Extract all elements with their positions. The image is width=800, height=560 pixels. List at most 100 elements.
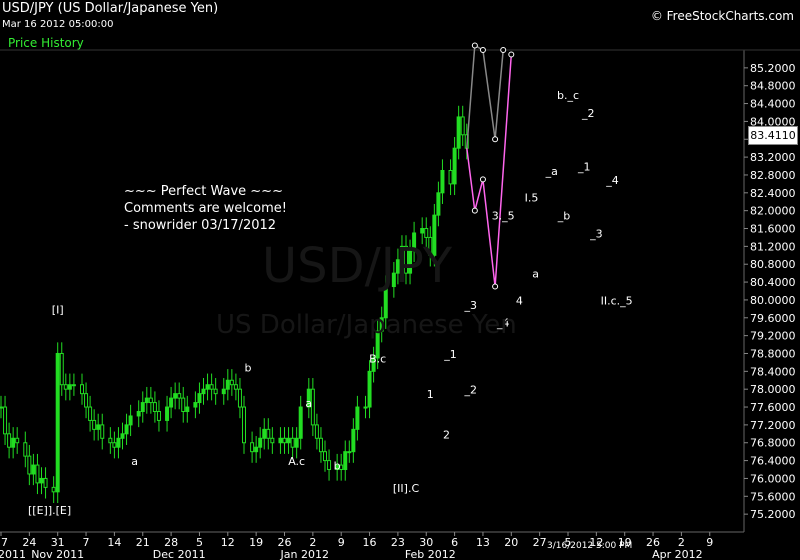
candle-body xyxy=(11,437,16,448)
alt-projection-line xyxy=(466,44,504,149)
candle-body xyxy=(88,406,93,421)
candle-body xyxy=(432,214,437,256)
candle-body xyxy=(209,384,214,390)
y-tick-label: 82.8000 xyxy=(750,169,796,182)
candle-body xyxy=(39,477,44,484)
chart-title: USD/JPY (US Dollar/Japanese Yen) xyxy=(2,1,219,16)
name-watermark: US Dollar/Japanese Yen xyxy=(216,310,517,340)
x-tick-label: 2 xyxy=(309,536,316,549)
candle-body xyxy=(205,384,210,390)
x-tick-label: 17 xyxy=(0,536,8,549)
wave-label: b._c xyxy=(557,89,579,102)
candle-body xyxy=(55,352,60,493)
y-tick-label: 82.0000 xyxy=(750,205,796,218)
candle-body xyxy=(148,397,153,404)
candle-body xyxy=(420,228,425,234)
candle-body xyxy=(185,406,190,413)
candle-body xyxy=(278,437,283,444)
candle-body xyxy=(408,250,413,274)
alt-projection-line-point xyxy=(500,47,507,53)
copyright-link[interactable]: © FreeStockCharts.com xyxy=(650,9,794,23)
y-tick-label: 84.8000 xyxy=(750,80,796,93)
candle-body xyxy=(80,384,84,395)
candle-body xyxy=(452,147,457,185)
y-tick-label: 84.4000 xyxy=(750,98,796,111)
x-month-label: Dec 2011 xyxy=(153,548,206,560)
candle-body xyxy=(136,411,141,417)
y-tick-label: 78.0000 xyxy=(750,383,796,396)
x-axis-timestamp: 3/16/2012 5:00 PM xyxy=(547,541,633,551)
candle-body xyxy=(140,402,145,412)
wave-label: _1 xyxy=(577,161,591,174)
x-tick-label: 23 xyxy=(391,536,405,549)
wave-label: _3 xyxy=(464,299,478,312)
candle-body xyxy=(108,437,113,444)
x-tick-label: 16 xyxy=(363,536,377,549)
candle-body xyxy=(23,442,28,457)
candle-body xyxy=(424,228,429,238)
x-month-label: 2011 xyxy=(0,548,26,560)
candle-body xyxy=(399,245,404,261)
candle-body xyxy=(266,428,271,439)
candle-body xyxy=(262,428,267,439)
x-month-label: Jan 2012 xyxy=(280,548,329,560)
x-tick-label: 28 xyxy=(164,536,178,549)
candle-body xyxy=(327,460,332,471)
candle-body xyxy=(242,406,246,444)
candle-body xyxy=(177,393,182,399)
candle-body xyxy=(436,192,441,216)
wave-label: B.c xyxy=(369,352,386,365)
wave-label: 3._5 xyxy=(492,210,515,223)
candle-body xyxy=(173,393,178,399)
x-tick-label: 7 xyxy=(83,536,90,549)
x-tick-label: 21 xyxy=(136,536,150,549)
note-line: ~~~ Perfect Wave ~~~ xyxy=(124,184,283,199)
wave-label: _2 xyxy=(464,384,478,397)
candle-body xyxy=(225,379,230,390)
x-tick-label: 5 xyxy=(196,536,203,549)
candle-body xyxy=(282,437,287,444)
y-tick-label: 81.2000 xyxy=(750,240,796,253)
alt-projection-line-point xyxy=(471,42,478,49)
wave-label: _4 xyxy=(496,317,510,330)
y-tick-label: 79.6000 xyxy=(750,312,796,325)
candle-body xyxy=(258,437,263,448)
candle-body xyxy=(335,464,340,471)
wave-projection-line xyxy=(466,54,513,287)
candle-body xyxy=(116,437,121,448)
candle-body xyxy=(229,379,234,386)
y-tick-label: 76.4000 xyxy=(750,455,796,468)
candle-body xyxy=(120,433,125,439)
wave-label: a xyxy=(131,455,138,468)
candle-body xyxy=(375,330,380,359)
panel-label[interactable]: Price History xyxy=(8,36,84,50)
x-tick-label: 30 xyxy=(419,536,433,549)
x-tick-label: 24 xyxy=(22,536,36,549)
x-tick-label: 26 xyxy=(278,536,292,549)
x-tick-label: 12 xyxy=(221,536,235,549)
candle-body xyxy=(298,406,303,439)
candle-body xyxy=(51,486,56,493)
candle-body xyxy=(181,397,186,413)
candle-body xyxy=(3,406,8,435)
candle-body xyxy=(383,286,388,319)
x-tick-label: 9 xyxy=(338,536,345,549)
x-month-label: Apr 2012 xyxy=(652,548,703,560)
wave-label: b xyxy=(334,460,341,473)
candle-body xyxy=(250,442,255,453)
candle-body xyxy=(31,464,36,475)
candle-body xyxy=(96,424,101,430)
candle-body xyxy=(237,388,242,408)
candle-body xyxy=(343,451,348,471)
y-tick-label: 83.2000 xyxy=(750,151,796,164)
y-tick-label: 76.8000 xyxy=(750,437,796,450)
candle-body xyxy=(165,406,170,421)
candle-body xyxy=(112,442,117,448)
candle-body xyxy=(201,388,206,395)
candle-body xyxy=(152,402,157,412)
y-tick-label: 80.0000 xyxy=(750,294,796,307)
wave-label: 2 xyxy=(443,428,450,441)
y-tick-label: 81.6000 xyxy=(750,223,796,236)
candle-body xyxy=(27,455,32,475)
